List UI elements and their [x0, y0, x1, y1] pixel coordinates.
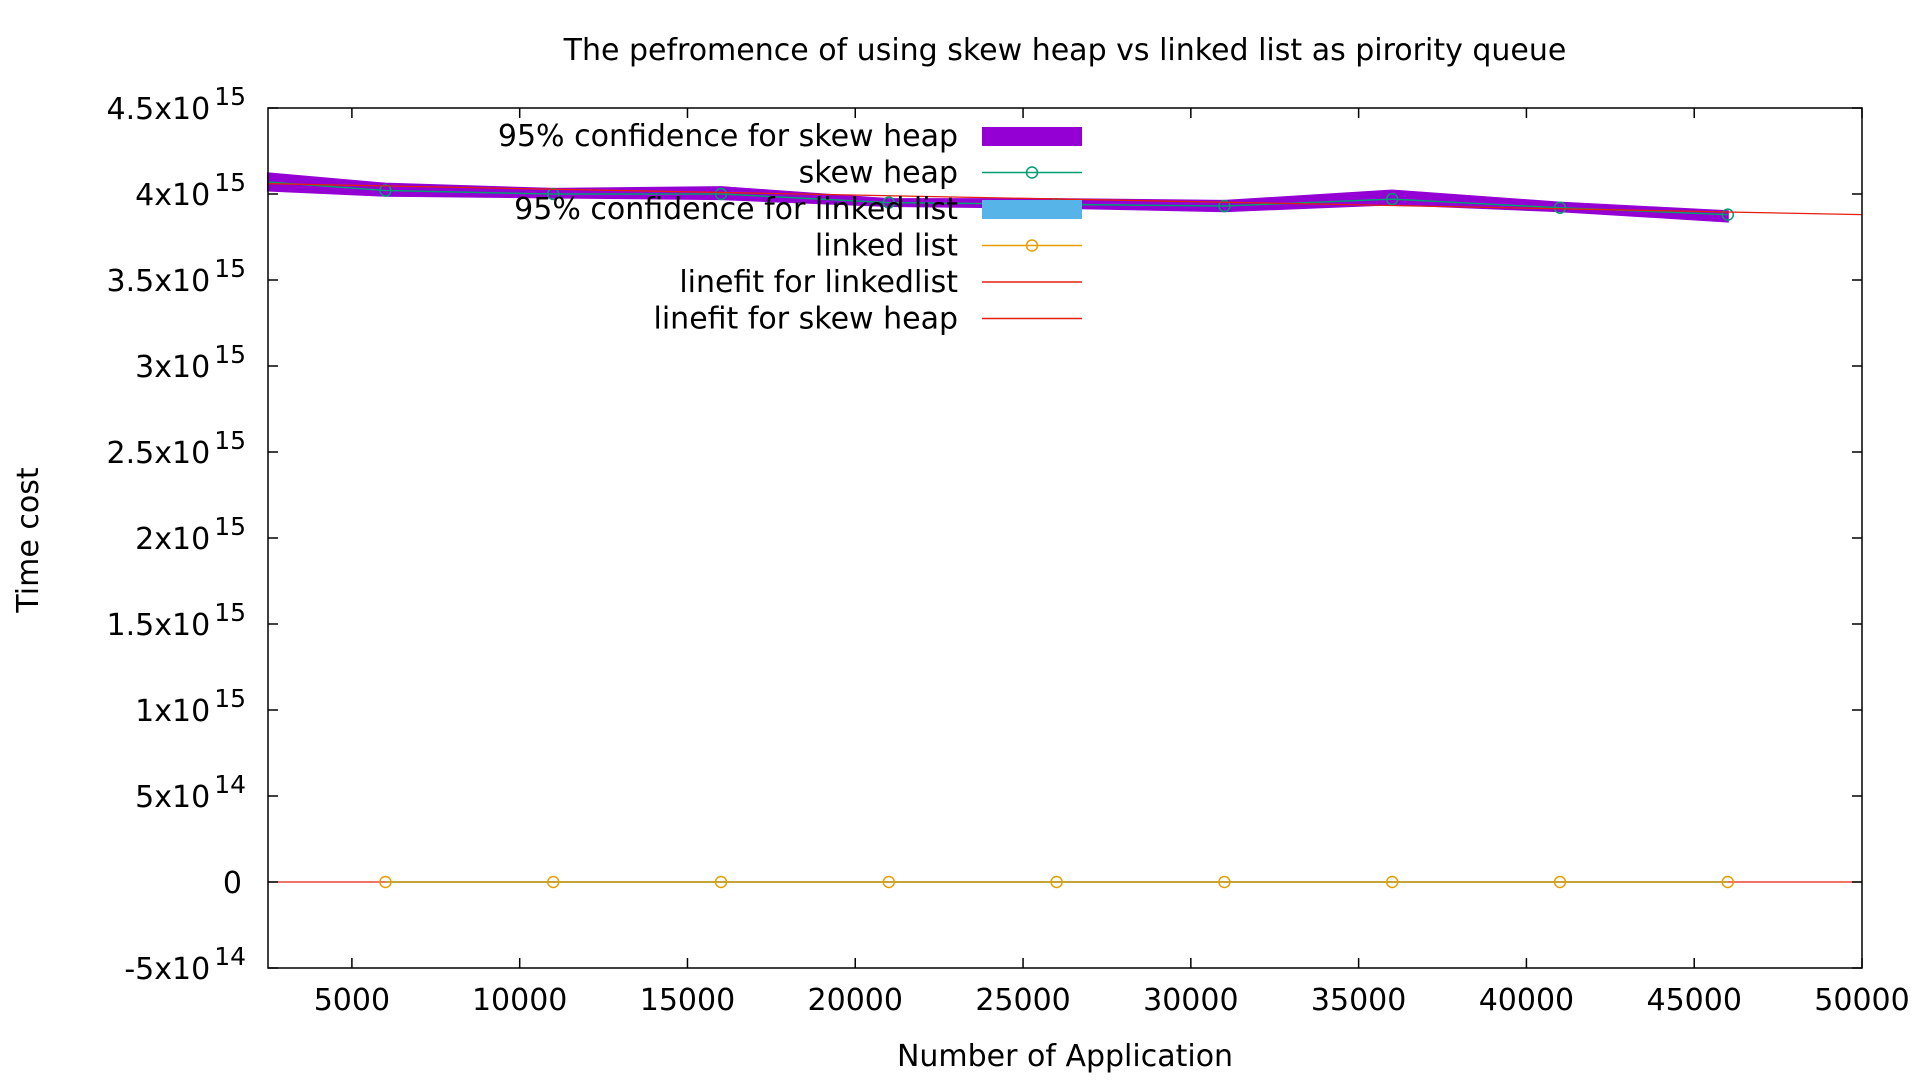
y-tick-exponent: 15	[214, 512, 246, 541]
legend-swatch	[982, 200, 1082, 219]
data-point	[379, 184, 392, 197]
legend-label: linefit for skew heap	[654, 302, 958, 337]
y-tick-mantissa: 1x10	[135, 694, 210, 729]
ticks-layer: 5000 10000 15000 20000 25000 30000 35000 40000 4…	[107, 82, 1910, 1018]
y-tick-label: 2.5x10 15	[107, 426, 246, 471]
x-tick-label: 10000	[472, 983, 567, 1018]
chart-title: The pefromence of using skew heap vs lin…	[563, 33, 1567, 68]
data-point	[1721, 875, 1735, 889]
y-tick-exponent: 14	[214, 942, 246, 971]
data-point	[882, 196, 896, 209]
legend-label: 95% confidence for linked list	[514, 192, 958, 227]
y-tick-exponent: 14	[214, 770, 246, 799]
legend-label: 95% confidence for skew heap	[498, 119, 958, 154]
fit-line	[267, 183, 1863, 216]
y-tick-label: 3x10 15	[135, 340, 246, 385]
x-tick-label: 20000	[808, 983, 903, 1018]
y-tick-mantissa: 5x10	[135, 780, 210, 815]
data-point	[714, 875, 728, 889]
y-tick-label: 3.5x10 15	[107, 254, 246, 299]
legend-marker	[1025, 166, 1039, 179]
x-tick-label: 50000	[1814, 983, 1909, 1018]
y-tick-exponent: 15	[214, 598, 246, 627]
x-tick-label: 30000	[1143, 983, 1238, 1018]
data-point	[714, 187, 728, 201]
legend-label: linked list	[815, 229, 958, 264]
data-point	[379, 875, 392, 889]
data-point	[546, 875, 560, 889]
y-tick-label: 1.5x10 15	[107, 598, 246, 643]
series-line	[267, 181, 1728, 216]
series-layer	[267, 172, 1863, 889]
y-tick-exponent: 15	[214, 254, 246, 283]
y-tick-mantissa: 3.5x10	[107, 264, 211, 299]
plot-frame	[267, 107, 1863, 969]
x-tick-label: 15000	[640, 983, 735, 1018]
y-tick-mantissa: 4x10	[135, 178, 210, 213]
data-point	[1721, 208, 1735, 221]
y-tick-mantissa: 3x10	[135, 350, 210, 385]
x-axis-label: Number of Application	[897, 1039, 1233, 1074]
y-tick-mantissa: 1.5x10	[107, 608, 211, 643]
y-tick-exponent: 15	[214, 426, 246, 455]
data-point	[546, 187, 560, 201]
data-point	[1385, 875, 1399, 889]
y-tick-label: 2x10 15	[135, 512, 246, 557]
y-tick-exponent: 15	[214, 340, 246, 369]
y-tick-exponent: 15	[214, 168, 246, 197]
y-tick-label: -5x10 14	[124, 942, 246, 987]
y-tick-mantissa: -5x10	[124, 952, 210, 987]
y-tick-label: 0	[223, 866, 242, 901]
x-tick-label: 25000	[975, 983, 1070, 1018]
legend-swatch	[982, 127, 1082, 146]
legend-marker	[1025, 239, 1039, 252]
data-point	[1050, 875, 1063, 889]
x-tick-label: 45000	[1646, 983, 1741, 1018]
y-tick-mantissa: 2x10	[135, 522, 210, 557]
y-tick-exponent: 15	[214, 82, 246, 111]
data-point	[1385, 192, 1399, 206]
y-tick-mantissa: 4.5x10	[107, 92, 211, 127]
y-tick-label: 5x10 14	[135, 770, 246, 815]
data-point	[1553, 201, 1567, 215]
y-tick-label: 1x10 15	[135, 684, 246, 729]
data-point	[1553, 875, 1567, 889]
y-tick-label: 4.5x10 15	[107, 82, 246, 127]
data-point	[1218, 199, 1231, 213]
legend-label: skew heap	[799, 156, 958, 191]
data-point	[882, 875, 896, 889]
x-tick-label: 35000	[1311, 983, 1406, 1018]
x-tick-label: 5000	[314, 983, 390, 1018]
data-point	[1218, 875, 1231, 889]
y-axis-label: Time cost	[11, 467, 46, 613]
y-tick-exponent: 15	[214, 684, 246, 713]
x-tick-label: 40000	[1479, 983, 1574, 1018]
y-tick-label: 4x10 15	[135, 168, 246, 213]
legend-label: linefit for linkedlist	[679, 265, 958, 300]
y-tick-mantissa: 2.5x10	[107, 436, 211, 471]
confidence-band	[267, 172, 1729, 223]
